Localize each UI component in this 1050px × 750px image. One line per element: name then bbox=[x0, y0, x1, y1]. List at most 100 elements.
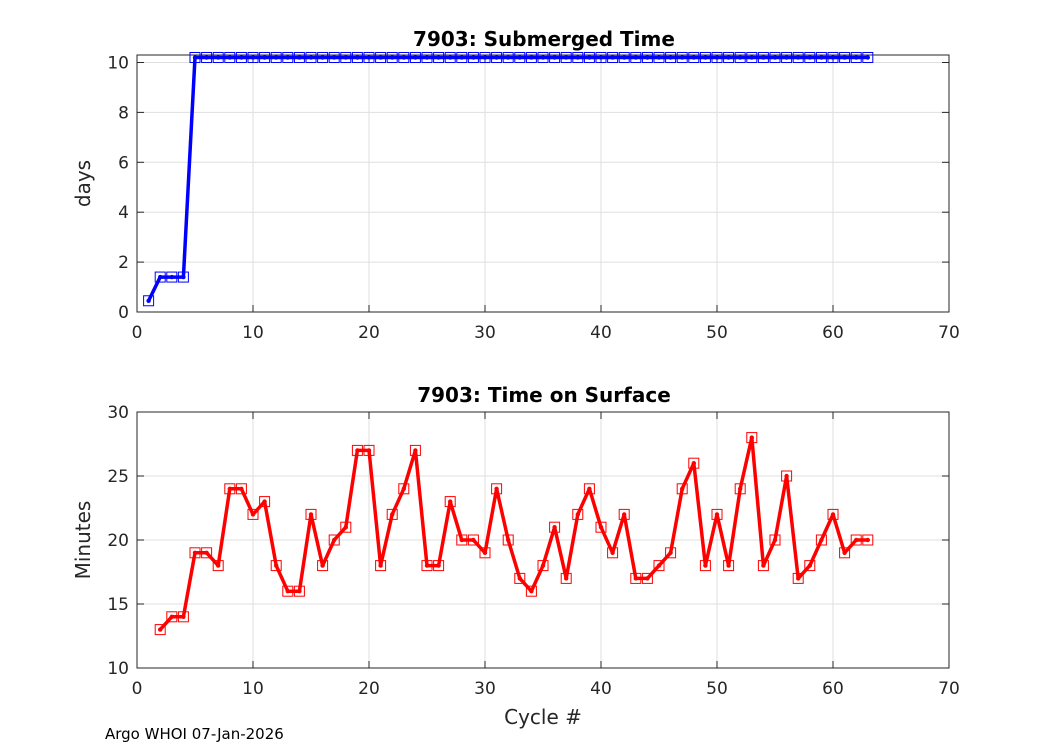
surface-point-dot bbox=[506, 537, 511, 543]
surface-x-tick-label: 50 bbox=[706, 679, 728, 699]
submerged-point-marker bbox=[583, 51, 595, 63]
surface-point-dot bbox=[714, 512, 720, 517]
submerged-point-marker bbox=[502, 51, 514, 63]
surface-point-marker bbox=[537, 560, 549, 572]
surface-point-marker bbox=[363, 444, 375, 456]
surface-point-marker bbox=[479, 547, 491, 559]
submerged-point-marker bbox=[456, 51, 468, 63]
submerged-point-dot bbox=[227, 55, 232, 60]
submerged-point-marker bbox=[259, 51, 271, 63]
surface-point-dot bbox=[796, 576, 801, 581]
surface-point-dot bbox=[378, 563, 383, 568]
surface-point-dot bbox=[227, 486, 232, 491]
surface-point-dot bbox=[262, 499, 267, 504]
submerged-point-marker bbox=[792, 51, 804, 63]
submerged-point-dot bbox=[181, 274, 186, 280]
submerged-point-marker bbox=[839, 51, 851, 63]
surface-point-dot bbox=[192, 550, 198, 555]
surface-point-marker bbox=[317, 560, 329, 572]
surface-point-dot bbox=[181, 614, 186, 619]
submerged-point-marker bbox=[433, 51, 445, 63]
surface-point-dot bbox=[738, 486, 743, 491]
submerged-point-marker bbox=[676, 51, 688, 63]
submerged-point-marker bbox=[235, 51, 247, 63]
submerged-point-marker bbox=[804, 51, 816, 63]
surface-point-dot bbox=[250, 512, 256, 517]
submerged-point-marker bbox=[270, 51, 282, 63]
surface-point-dot bbox=[622, 512, 627, 517]
submerged-point-dot bbox=[343, 55, 348, 60]
surface-point-marker bbox=[201, 547, 213, 559]
surface-point-marker bbox=[630, 572, 642, 584]
submerged-time-panel: 0 10 20 30 40 50 60 70 0 2 4 6 8 10 7903: Submerged Ti… bbox=[71, 27, 960, 343]
surface-point-dot bbox=[529, 589, 534, 594]
surface-point-marker bbox=[224, 483, 236, 495]
surface-point-marker bbox=[572, 508, 584, 520]
surface-point-marker bbox=[421, 560, 433, 572]
surface-point-marker bbox=[247, 508, 259, 520]
submerged-point-dot bbox=[308, 55, 314, 60]
surface-x-tick-label: 70 bbox=[938, 679, 960, 699]
submerged-point-marker bbox=[746, 51, 758, 63]
surface-point-marker bbox=[665, 547, 677, 559]
surface-point-dot bbox=[517, 576, 522, 581]
surface-point-marker bbox=[340, 521, 352, 533]
surface-point-marker bbox=[351, 444, 363, 456]
submerged-point-marker bbox=[560, 51, 572, 63]
submerged-point-dot bbox=[784, 55, 789, 60]
surface-point-dot bbox=[598, 525, 604, 530]
surface-point-marker bbox=[386, 508, 398, 520]
submerged-x-tick-label: 10 bbox=[242, 323, 264, 343]
submerged-point-dot bbox=[471, 55, 476, 60]
surface-x-tick-label: 0 bbox=[132, 679, 143, 699]
submerged-point-dot bbox=[633, 55, 638, 60]
surface-point-marker bbox=[769, 534, 781, 546]
surface-point-marker bbox=[653, 560, 665, 572]
submerged-point-dot bbox=[714, 55, 720, 60]
surface-point-dot bbox=[564, 576, 569, 581]
submerged-point-marker bbox=[154, 271, 166, 283]
surface-point-marker bbox=[560, 572, 572, 584]
surface-point-marker bbox=[259, 496, 271, 508]
submerged-point-marker bbox=[212, 51, 224, 63]
surface-point-marker bbox=[781, 470, 793, 482]
submerged-y-axis-label: days bbox=[71, 160, 95, 207]
surface-point-dot bbox=[169, 614, 174, 619]
submerged-point-marker bbox=[711, 51, 723, 63]
surface-point-dot bbox=[680, 486, 685, 491]
submerged-y-tick-label: 2 bbox=[118, 253, 129, 273]
surface-y-tick-label: 15 bbox=[107, 595, 129, 615]
submerged-point-dot bbox=[610, 55, 615, 60]
submerged-point-marker bbox=[607, 51, 619, 63]
submerged-point-dot bbox=[332, 55, 337, 60]
surface-point-marker bbox=[746, 432, 758, 444]
submerged-point-marker bbox=[293, 51, 305, 63]
submerged-axes-box bbox=[136, 54, 950, 313]
submerged-plot-area bbox=[137, 55, 949, 312]
submerged-point-dot bbox=[691, 55, 696, 60]
surface-point-dot bbox=[274, 563, 279, 568]
surface-point-marker bbox=[305, 508, 317, 520]
surface-point-dot bbox=[285, 589, 290, 594]
submerged-point-marker bbox=[479, 51, 491, 63]
surface-y-tick-label: 10 bbox=[107, 659, 129, 679]
surface-point-dot bbox=[401, 486, 406, 491]
submerged-point-marker bbox=[375, 51, 387, 63]
submerged-point-dot bbox=[448, 55, 453, 60]
surface-y-tick-label: 30 bbox=[107, 403, 129, 423]
submerged-point-dot bbox=[413, 55, 418, 60]
submerged-point-dot bbox=[598, 55, 604, 60]
submerged-point-dot bbox=[274, 55, 279, 60]
surface-point-dot bbox=[448, 499, 453, 504]
surface-point-marker bbox=[641, 572, 653, 584]
submerged-point-marker bbox=[305, 51, 317, 63]
submerged-point-marker bbox=[467, 51, 479, 63]
surface-point-marker bbox=[792, 572, 804, 584]
submerged-point-dot bbox=[424, 55, 430, 60]
submerged-point-dot bbox=[703, 55, 708, 60]
submerged-point-dot bbox=[622, 55, 627, 60]
submerged-point-marker bbox=[444, 51, 456, 63]
surface-point-marker bbox=[595, 521, 607, 533]
surface-point-dot bbox=[807, 563, 812, 568]
submerged-point-marker bbox=[630, 51, 642, 63]
